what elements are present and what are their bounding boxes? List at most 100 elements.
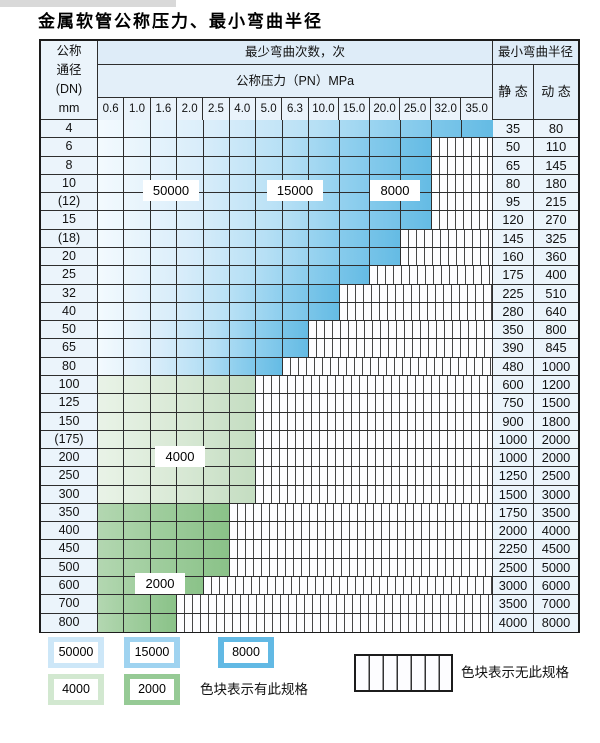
dynamic-value-cell: 1200 (534, 375, 578, 394)
colored-span (98, 412, 257, 430)
table-row: 4 35 80 (41, 120, 578, 139)
spec-cell (230, 375, 257, 394)
spec-cell (98, 375, 125, 394)
spec-cell (340, 174, 371, 193)
table-row: 450 2250 4500 (41, 540, 578, 559)
pressure-cells (98, 467, 493, 485)
dynamic-value-cell: 400 (534, 266, 578, 284)
dynamic-value-cell: 4000 (534, 522, 578, 540)
spec-cell (230, 284, 257, 302)
dn-header-line: (DN) (55, 82, 83, 96)
pressure-header-cell: 15.0 (339, 98, 370, 120)
spec-cell (204, 266, 230, 284)
pressure-cells (98, 595, 493, 613)
table-row: 800 4000 8000 (41, 613, 578, 632)
dynamic-value-cell: 270 (534, 211, 578, 229)
pressure-header-cell: 5.0 (256, 98, 283, 120)
static-value-cell: 390 (493, 339, 534, 357)
spec-cell (177, 120, 204, 138)
dn-cell: 25 (41, 266, 98, 284)
spec-cell (177, 229, 204, 247)
spec-cell (283, 156, 310, 174)
no-spec-hatch (229, 558, 492, 577)
spec-cell (204, 211, 230, 229)
dn-cell: 6 (41, 138, 98, 156)
spec-cell (98, 156, 125, 174)
no-spec-hatch (177, 595, 492, 613)
legend-swatch-8000: 8000 (218, 637, 274, 668)
spec-cell (177, 266, 204, 284)
static-value-cell: 65 (493, 156, 534, 174)
static-value-cell: 2500 (493, 558, 534, 577)
spec-cell (177, 485, 204, 503)
table-row: 6 50 110 (41, 138, 578, 157)
spec-cell (98, 357, 125, 375)
spec-cell (309, 193, 340, 211)
dynamic-value-cell: 8000 (534, 613, 578, 632)
static-value-cell: 600 (493, 375, 534, 394)
spec-cell (124, 449, 151, 467)
dynamic-value-cell: 510 (534, 284, 578, 302)
table-row: 25 175 400 (41, 266, 578, 285)
spec-cell (151, 375, 178, 394)
spec-cell (98, 174, 125, 193)
dynamic-value-cell: 360 (534, 247, 578, 266)
spec-cell (151, 357, 178, 375)
spec-cell (204, 284, 230, 302)
pressure-header-cell: 20.0 (370, 98, 401, 120)
no-spec-hatch (282, 357, 492, 375)
spec-cell (230, 138, 257, 156)
pressure-cells (98, 247, 493, 266)
spec-cell (309, 156, 340, 174)
static-header: 静 态 (493, 65, 534, 119)
spec-cell (256, 193, 283, 211)
no-spec-hatch (309, 339, 492, 357)
spec-cell (401, 193, 432, 211)
spec-cell (309, 174, 340, 193)
colored-span (98, 247, 401, 266)
spec-cell (283, 229, 310, 247)
table-row: 400 2000 4000 (41, 522, 578, 541)
spec-cell (98, 558, 125, 577)
page-title: 金属软管公称压力、最小弯曲半径 (38, 12, 323, 32)
no-spec-hatch (256, 485, 492, 503)
spec-cell (204, 357, 230, 375)
spec-cell (204, 247, 230, 266)
spec-cell (309, 211, 340, 229)
spec-cell (151, 193, 178, 211)
spec-cell (283, 284, 310, 302)
pressure-cells (98, 120, 493, 138)
spec-cell (151, 467, 178, 485)
table-row: 350 1750 3500 (41, 503, 578, 523)
spec-cell (230, 174, 257, 193)
pressure-header-cell: 32.0 (431, 98, 462, 120)
colored-span (98, 156, 432, 174)
dn-cell: 4 (41, 120, 98, 138)
static-value-cell: 1000 (493, 449, 534, 467)
no-spec-hatch (309, 321, 492, 339)
pressure-header-cell: 6.3 (282, 98, 309, 120)
colored-span (98, 503, 230, 522)
no-spec-hatch (431, 193, 492, 211)
spec-cell (230, 321, 257, 339)
spec-cell (230, 339, 257, 357)
colored-span (98, 120, 493, 138)
spec-cell (124, 302, 151, 321)
spec-cell (256, 357, 283, 375)
dn-cell: (12) (41, 193, 98, 211)
dn-cell: 50 (41, 321, 98, 339)
spec-cell (124, 540, 151, 558)
spec-cell (124, 321, 151, 339)
spec-cell (256, 247, 283, 266)
pressure-cells (98, 503, 493, 522)
spec-cell (230, 357, 257, 375)
static-value-cell: 35 (493, 120, 534, 138)
colored-span (98, 467, 257, 485)
spec-cell (204, 375, 230, 394)
spec-cell (124, 558, 151, 577)
spec-cell (340, 120, 371, 138)
spec-cell (124, 357, 151, 375)
spec-cell (98, 485, 125, 503)
colored-span (98, 394, 257, 412)
dn-cell: 400 (41, 522, 98, 540)
